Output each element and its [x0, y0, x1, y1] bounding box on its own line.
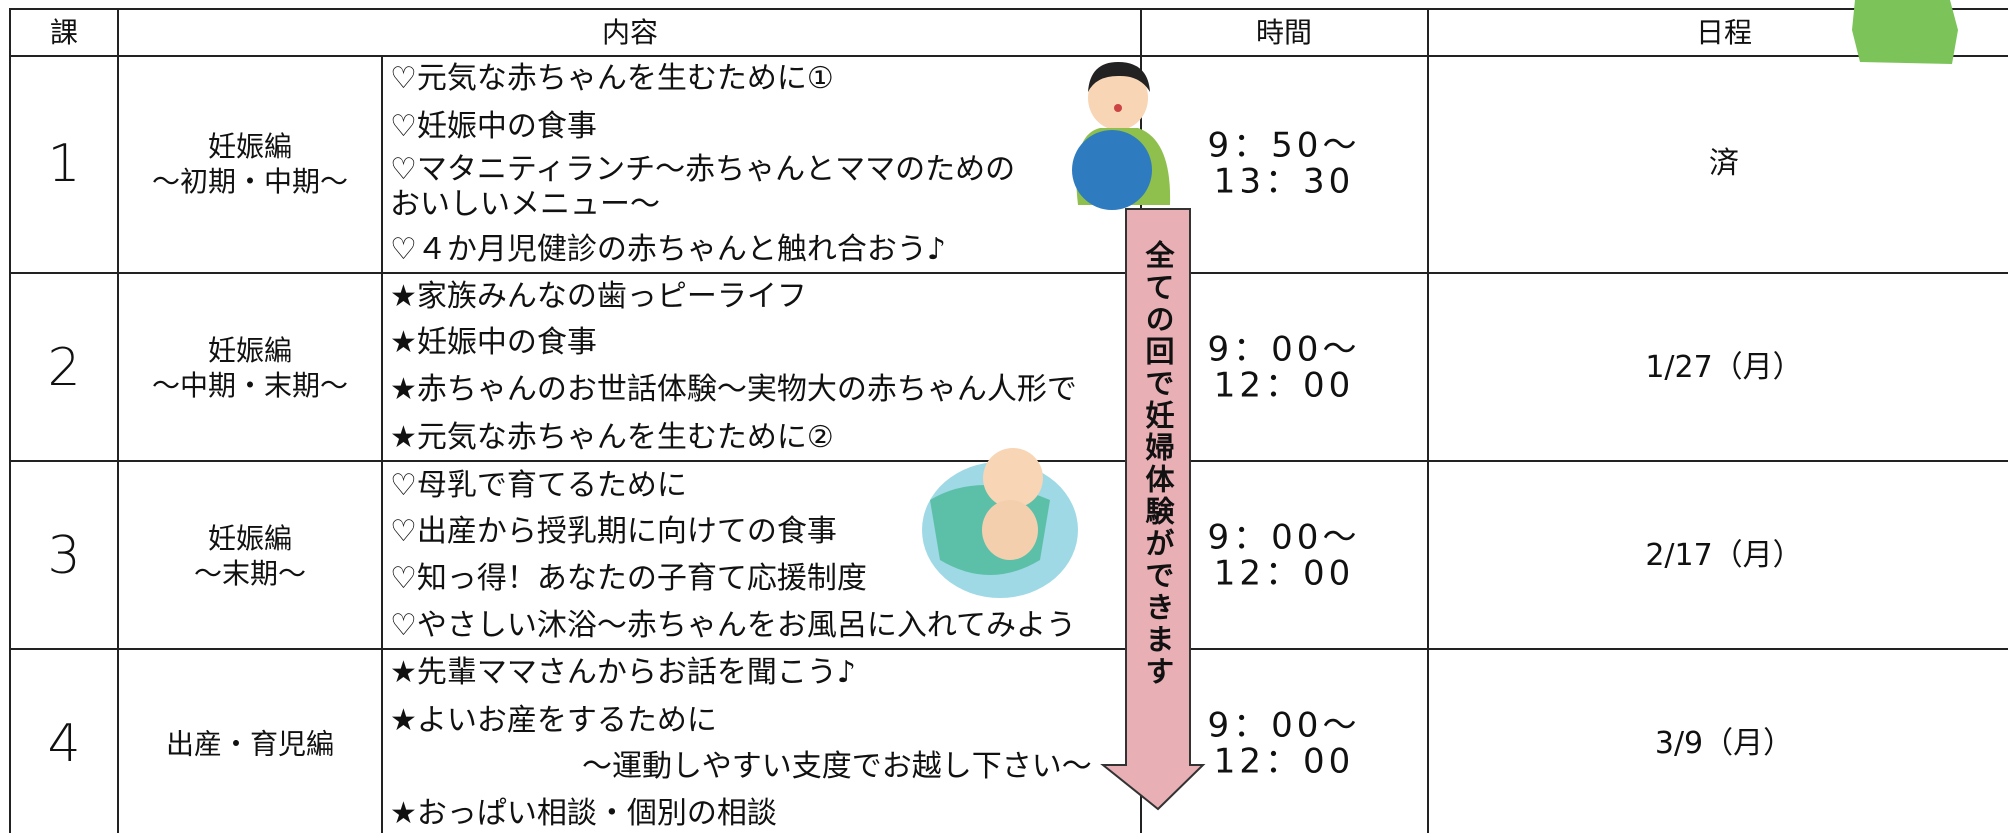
tape	[1852, 0, 1958, 64]
pregnant-illustration	[1072, 62, 1171, 210]
schedule: 済	[1709, 146, 1739, 181]
content-item: ♡マタニティランチ～赤ちゃんとママのための	[390, 152, 1016, 187]
time: 9：00～ 12：00	[1208, 332, 1361, 403]
section-line: ～中期・末期～	[151, 369, 349, 402]
course-number: 4	[47, 714, 81, 774]
callout-arrow	[1100, 208, 1206, 811]
baby-bath-illustration	[922, 448, 1078, 598]
section-line: 妊娠編	[207, 334, 293, 367]
section-line: 妊娠編	[207, 522, 293, 555]
content-item: ★先輩ママさんからお話を聞こう♪	[390, 655, 857, 690]
content-item: ～運動しやすい支度でお越し下さい～	[582, 749, 1092, 784]
section-line: 妊娠編	[207, 130, 293, 163]
time: 9：00～ 12：00	[1208, 520, 1361, 591]
time-line: 12：00	[1213, 741, 1355, 781]
header-cell: 日程	[1695, 16, 1753, 49]
course-number: 2	[47, 338, 81, 398]
section: 妊娠編 ～中期・末期～	[152, 333, 348, 403]
section: 出産・育児編	[166, 727, 334, 762]
schedule: 1/27（月）	[1645, 350, 1803, 385]
time-line: 9：50～	[1207, 125, 1361, 166]
course-number: 3	[47, 526, 81, 586]
time-line: 13：30	[1213, 161, 1355, 201]
course-number: 1	[47, 134, 81, 194]
header-cell: 時間	[1255, 16, 1313, 49]
callout-text: 全ての回で妊婦体験ができます	[1141, 240, 1175, 688]
time: 9：00～ 12：00	[1208, 708, 1361, 779]
section: 妊娠編 ～初期・中期～	[152, 129, 348, 199]
schedule: 3/9（月）	[1654, 726, 1794, 761]
content-item: ★妊娠中の食事	[390, 325, 597, 360]
section-line: ～末期～	[193, 557, 307, 590]
content-item: ★おっぱい相談・個別の相談	[390, 796, 777, 831]
section-line: 出産・育児編	[165, 727, 335, 761]
content-item: おいしいメニュー～	[390, 187, 660, 222]
content-item: ★家族みんなの歯っピーライフ	[390, 279, 807, 314]
content-item: ♡出産から授乳期に向けての食事	[390, 514, 837, 549]
content-item: ★元気な赤ちゃんを生むために②	[390, 420, 834, 455]
content-item: ♡妊娠中の食事	[390, 109, 597, 144]
content-item: ★赤ちゃんのお世話体験～実物大の赤ちゃん人形で	[390, 372, 1077, 407]
header-cell: 内容	[601, 16, 659, 49]
section-line: ～初期・中期～	[151, 165, 349, 198]
content-item: ♡やさしい沐浴～赤ちゃんをお風呂に入れてみよう	[390, 608, 1076, 643]
content-item: ♡４か月児健診の赤ちゃんと触れ合おう♪	[390, 232, 947, 267]
time-line: 12：00	[1213, 553, 1355, 593]
content-item: ♡元気な赤ちゃんを生むために①	[390, 61, 834, 96]
content-item: ♡母乳で育てるために	[390, 468, 687, 503]
header-cell: 課	[49, 16, 79, 49]
content-item: ♡知っ得！あなたの子育て応援制度	[390, 561, 867, 596]
time-line: 9：00～	[1207, 705, 1361, 746]
time-line: 12：00	[1213, 365, 1355, 405]
time: 9：50～ 13：30	[1208, 128, 1361, 199]
content-item: ★よいお産をするために	[390, 703, 717, 738]
section: 妊娠編 ～末期～	[194, 521, 306, 591]
schedule: 2/17（月）	[1645, 538, 1803, 573]
time-line: 9：00～	[1207, 517, 1361, 558]
time-line: 9：00～	[1207, 329, 1361, 370]
